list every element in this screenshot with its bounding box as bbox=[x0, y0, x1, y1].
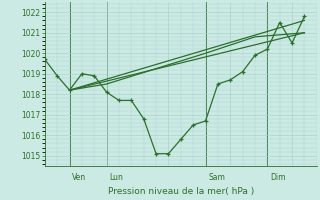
Text: Dim: Dim bbox=[270, 173, 285, 182]
Text: Lun: Lun bbox=[109, 173, 123, 182]
Text: Sam: Sam bbox=[208, 173, 225, 182]
Text: Pression niveau de la mer( hPa ): Pression niveau de la mer( hPa ) bbox=[108, 187, 254, 196]
Text: Ven: Ven bbox=[72, 173, 86, 182]
